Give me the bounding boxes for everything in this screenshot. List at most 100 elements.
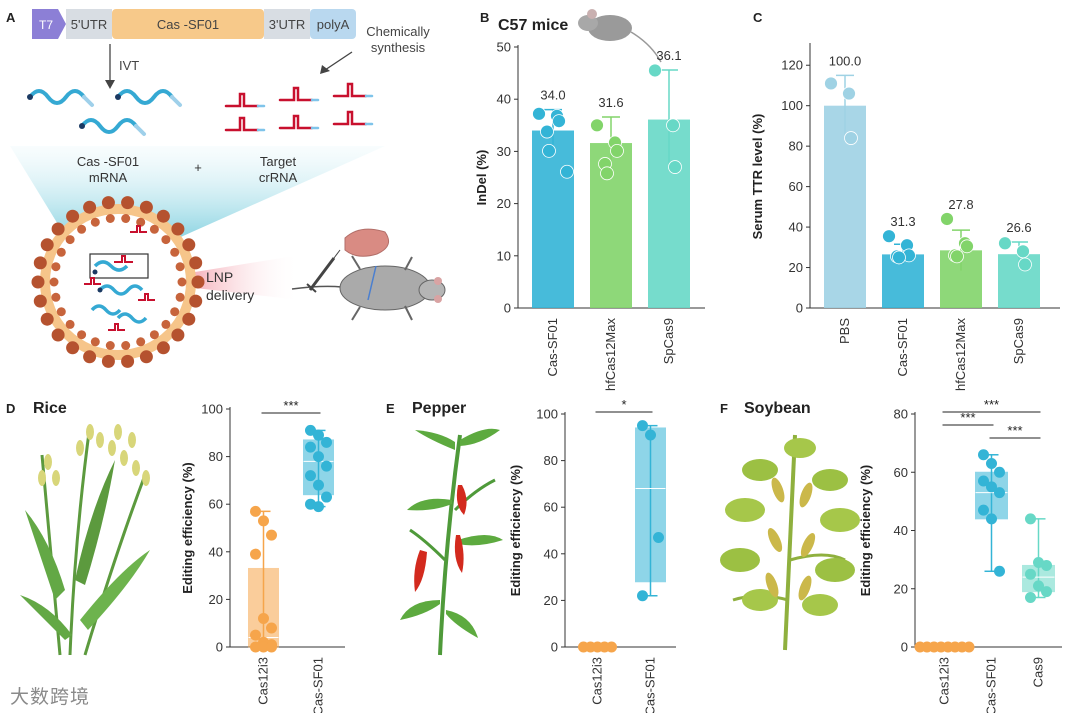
data-point <box>994 466 1005 478</box>
rice-grain <box>120 450 128 466</box>
y-tick-label: 40 <box>209 544 223 559</box>
pepper-leaf <box>458 535 503 546</box>
chem-label-1: Chemically <box>366 24 430 39</box>
pepper-leaf <box>407 498 452 511</box>
data-point <box>532 106 546 121</box>
lipid-nanoparticle <box>31 196 205 368</box>
syringe-barrel <box>308 257 336 291</box>
y-tick-label: 100 <box>201 402 223 417</box>
polya-block <box>310 9 356 39</box>
cargo-crrna <box>130 225 147 233</box>
lipid-head-inner <box>56 307 66 317</box>
soybean-leaf <box>725 498 765 522</box>
x-tick-label: Cas-SF01 <box>545 318 560 377</box>
y-tick-label: 80 <box>209 449 223 464</box>
data-point <box>1025 513 1036 525</box>
lipid-head-inner <box>177 277 187 287</box>
value-label: 36.1 <box>656 48 681 63</box>
data-point <box>986 513 997 525</box>
rice-grain <box>38 470 46 486</box>
y-tick-label: 0 <box>901 640 908 655</box>
crrna-hairpin <box>278 114 314 130</box>
data-point <box>978 504 989 516</box>
lipid-head-inner <box>77 224 87 234</box>
lipid-head-inner <box>121 341 131 350</box>
chart-c: C 0 20 40 60 80 100 120 Serum TTR level (%) PBS Ca… <box>750 10 1060 391</box>
data-point <box>560 164 574 179</box>
data-point <box>590 118 604 133</box>
y-axis-label: Editing efficiency (%) <box>858 465 873 596</box>
data-point <box>606 641 617 653</box>
pepper-leaf <box>446 610 478 638</box>
y-tick-label: 100 <box>781 98 803 113</box>
cargo-mrna <box>98 284 144 296</box>
cas-sf01-block <box>112 9 264 39</box>
rice-grain <box>114 424 122 440</box>
data-point <box>266 641 277 653</box>
lipid-head <box>51 328 65 342</box>
lipid-head <box>182 312 196 326</box>
value-label: 34.0 <box>540 88 565 103</box>
mrna-label-2: mRNA <box>89 170 128 185</box>
lipid-head-inner <box>175 262 185 272</box>
y-tick-label: 10 <box>497 248 511 263</box>
data-point <box>1025 568 1036 580</box>
mouse-icon-tail <box>630 31 662 63</box>
data-point <box>610 143 624 158</box>
lipid-head <box>139 200 153 214</box>
lipid-head <box>33 256 47 270</box>
rice-grain <box>86 424 94 440</box>
significance-label: *** <box>960 410 975 425</box>
cargo-crrna <box>108 323 125 331</box>
data-point <box>998 236 1012 251</box>
lipid-head-inner <box>149 330 159 340</box>
lipid-head-inner <box>51 262 61 272</box>
cargo-highlight-box <box>89 253 149 279</box>
lipid-head <box>171 222 185 236</box>
soybean-leaf <box>720 548 760 572</box>
lipid-head-inner <box>49 277 59 287</box>
delivery-beam <box>195 255 300 300</box>
cargo-mrna <box>90 304 122 316</box>
data-point <box>1033 580 1044 592</box>
lnp-label-1: LNP <box>206 269 233 285</box>
lipid-head-inner <box>161 319 171 329</box>
x-tick-label: Cas-SF01 <box>643 657 658 713</box>
panel-a: A T7 5'UTR Cas -SF01 3'UTR polyA IVT Che… <box>6 9 446 368</box>
data-point <box>986 458 997 470</box>
y-tick-label: 20 <box>497 196 511 211</box>
data-point <box>258 612 269 624</box>
y-tick-label: 60 <box>894 465 908 480</box>
chem-arrowhead <box>320 65 330 74</box>
mouse-tail <box>291 285 343 290</box>
lipid-head <box>40 312 54 326</box>
data-point <box>552 114 566 129</box>
data-point <box>266 529 277 541</box>
value-label: 26.6 <box>1006 220 1031 235</box>
pepper-branch <box>409 528 447 562</box>
chem-arrow <box>324 51 353 71</box>
panel-letter: C <box>753 10 763 25</box>
soybean-leaf <box>820 508 860 532</box>
data-point <box>321 460 332 472</box>
x-tick-label: Cas-SF01 <box>895 318 910 377</box>
cargo-cap <box>92 269 98 275</box>
x-tick-label: PBS <box>837 318 852 344</box>
data-point <box>940 212 954 226</box>
data-point <box>994 487 1005 499</box>
soybean-pod <box>771 477 785 503</box>
cargo-crrna <box>114 255 133 263</box>
rice-leaf <box>75 460 115 585</box>
t7-label: T7 <box>39 18 53 32</box>
mrna-tail <box>170 95 182 107</box>
chart-title: Pepper <box>412 400 466 417</box>
pepper-leaf <box>460 428 500 446</box>
y-axis-label: Serum TTR level (%) <box>750 114 765 240</box>
lnp-core <box>50 214 186 350</box>
y-tick-label: 40 <box>789 220 803 235</box>
y-tick-label: 100 <box>536 407 558 422</box>
crrna-molecules <box>224 82 374 132</box>
lipid-head-inner <box>105 214 115 223</box>
pepper-fruit <box>456 485 467 515</box>
panel-letter: F <box>720 401 728 416</box>
